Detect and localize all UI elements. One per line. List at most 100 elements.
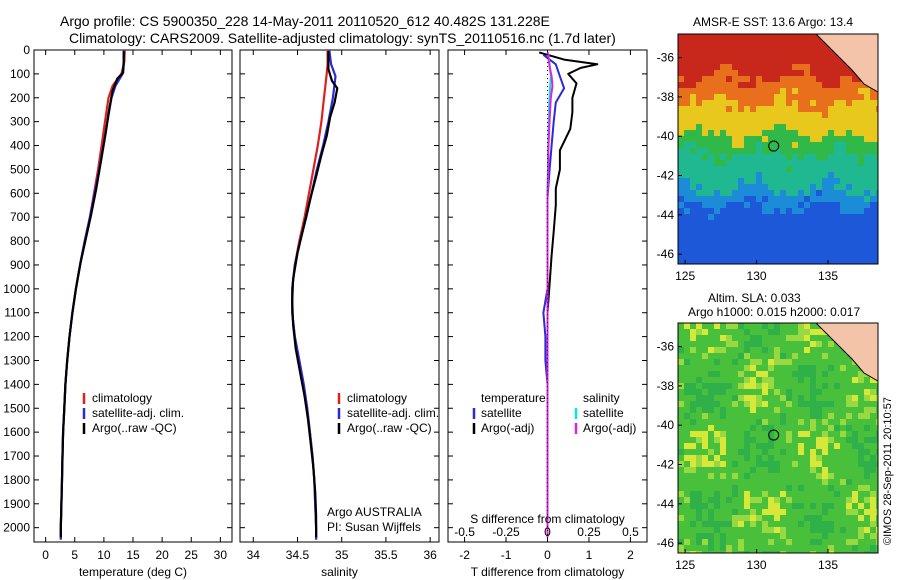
legend-label: satellite: [583, 406, 624, 420]
timestamp: ©IMOS 28-Sep-2011 20:10:57: [882, 397, 894, 545]
legend-header-salinity: salinity: [583, 391, 620, 405]
y-tick-label: 100: [10, 67, 30, 81]
plot-frame: [33, 49, 233, 543]
x-tick-label: 10: [97, 548, 111, 562]
legend-label: Argo(-adj): [583, 421, 636, 435]
y-tick-label: 1200: [3, 330, 30, 344]
map-frame: [677, 33, 879, 265]
argo-position-marker: [768, 140, 780, 152]
x2-tick-label: 0.25: [577, 525, 601, 539]
y-tick-label: -38: [657, 379, 675, 393]
x-tick-label: 0: [42, 548, 49, 562]
x-tick-label: 35.5: [374, 548, 398, 562]
y-tick-label: 1600: [3, 425, 30, 439]
x-tick-label: 2: [627, 548, 634, 562]
salinity-plot: 34 34.5 35 35.5 36 salinity climatologysatelli…: [239, 49, 440, 579]
x2-tick-label: 0.5: [622, 525, 639, 539]
y-tick-label: 1800: [3, 473, 30, 487]
x-axis-label: T difference from climatology: [471, 565, 625, 579]
x-tick-label: 30: [214, 548, 228, 562]
map-field: [678, 323, 878, 553]
x-axis-label: salinity: [321, 565, 358, 579]
sla-map: 125 130 135 -36 -38 -40 -42 -44 -46: [657, 322, 879, 572]
x-tick-label: 130: [747, 558, 767, 572]
y-tick-label: -42: [657, 169, 675, 183]
x-tick-label: 5: [71, 548, 78, 562]
legend-label: climatology: [92, 391, 152, 405]
y-tick-label: -44: [657, 208, 675, 222]
sst-map-title: AMSR-E SST: 13.6 Argo: 13.4: [693, 15, 854, 29]
x2-tick-label: 0: [544, 525, 551, 539]
x-axis-label: temperature (deg C): [79, 565, 187, 579]
y-tick-label: 700: [10, 210, 30, 224]
x-tick-label: 36: [423, 548, 437, 562]
y-tick-label: -46: [657, 247, 675, 261]
y-tick-label: 800: [10, 234, 30, 248]
legend-label: satellite: [481, 406, 522, 420]
temperature-plot: 0 5 10 15 20 25 300100200300400500600700800900…: [3, 43, 233, 579]
difference-plot: -2 -1 0 1 2T difference from climatology -0.5…: [447, 49, 648, 579]
x-tick-label: 34: [247, 548, 261, 562]
x2-axis-label: S difference from climatology: [470, 512, 625, 526]
sla-map-title-line1: Altim. SLA: 0.033: [708, 291, 801, 305]
x-tick-label: 34.5: [286, 548, 310, 562]
x-tick-label: 20: [155, 548, 169, 562]
y-tick-label: -40: [657, 129, 675, 143]
credit-pi: PI: Susan Wijffels: [327, 520, 421, 534]
y-tick-label: 600: [10, 186, 30, 200]
y-tick-label: -46: [657, 536, 675, 550]
x-tick-label: 135: [818, 269, 838, 283]
y-tick-label: 1500: [3, 401, 30, 415]
y-tick-label: 300: [10, 115, 30, 129]
credit-org: Argo AUSTRALIA: [327, 505, 422, 519]
y-tick-label: -42: [657, 458, 675, 472]
x-tick-label: 125: [675, 558, 695, 572]
x-tick-label: -2: [459, 548, 470, 562]
y-tick-label: 1100: [4, 306, 30, 320]
y-tick-label: 1700: [3, 449, 30, 463]
series-line-3: [546, 52, 554, 538]
x2-tick-label: -0.5: [454, 525, 475, 539]
y-tick-label: 1300: [3, 353, 30, 367]
y-tick-label: -36: [657, 51, 675, 65]
legend-label: Argo(..raw -QC): [347, 421, 432, 435]
x-tick-label: 1: [586, 548, 593, 562]
x-tick-label: 25: [185, 548, 199, 562]
map-field: [678, 34, 878, 264]
x-tick-label: 35: [335, 548, 349, 562]
argo-position-marker: [768, 429, 780, 441]
legend-label: Argo(..raw -QC): [92, 421, 177, 435]
sst-map: 125 130 135 -36 -38 -40 -42 -44 -46: [657, 33, 879, 283]
x-tick-label: 0: [544, 548, 551, 562]
figure-title-line2: Climatology: CARS2009. Satellite-adjuste…: [69, 30, 616, 46]
y-tick-label: -38: [657, 90, 675, 104]
series-line-2: [291, 51, 339, 538]
series-line-2: [59, 51, 125, 538]
x2-tick-label: -0.25: [492, 525, 520, 539]
sla-map-title-line2: Argo h1000: 0.015 h2000: 0.017: [688, 305, 861, 319]
y-tick-label: -36: [657, 340, 675, 354]
legend-label: Argo(-adj): [481, 421, 534, 435]
y-tick-label: -44: [657, 497, 675, 511]
y-tick-label: 900: [10, 258, 30, 272]
y-tick-label: 1000: [3, 282, 30, 296]
y-tick-label: 500: [10, 162, 30, 176]
y-tick-label: 0: [23, 43, 30, 57]
y-tick-label: -40: [657, 418, 675, 432]
y-tick-label: 200: [10, 91, 30, 105]
y-tick-label: 1400: [3, 377, 30, 391]
y-tick-label: 2000: [3, 521, 30, 535]
map-frame: [677, 322, 879, 554]
legend-label: satellite-adj. clim.: [92, 406, 184, 420]
legend-label: climatology: [347, 391, 407, 405]
figure-title-line1: Argo profile: CS 5900350_228 14-May-2011…: [60, 13, 550, 29]
legend-header-temperature: temperature: [481, 391, 546, 405]
plot-frame: [239, 49, 440, 543]
x-tick-label: -1: [501, 548, 512, 562]
legend-label: satellite-adj. clim.: [347, 406, 439, 420]
x-tick-label: 135: [818, 558, 838, 572]
y-tick-label: 400: [10, 139, 30, 153]
y-tick-label: 1900: [3, 497, 30, 511]
x-tick-label: 130: [747, 269, 767, 283]
